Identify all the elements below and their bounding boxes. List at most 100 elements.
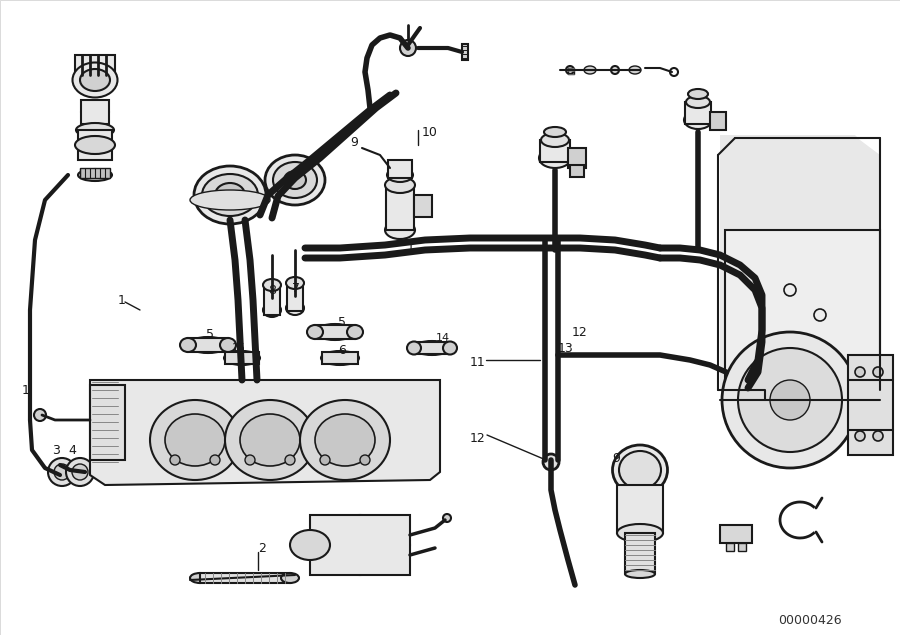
Text: 5: 5 (338, 316, 346, 328)
Ellipse shape (539, 148, 571, 168)
Ellipse shape (73, 62, 118, 98)
Bar (726, 543, 734, 551)
Bar (200, 573, 290, 583)
Text: 2: 2 (258, 542, 265, 554)
Ellipse shape (315, 414, 375, 466)
Circle shape (48, 458, 76, 486)
Circle shape (722, 332, 858, 468)
Circle shape (34, 409, 46, 421)
Ellipse shape (625, 570, 655, 578)
Ellipse shape (566, 66, 574, 74)
Ellipse shape (80, 69, 110, 91)
Ellipse shape (224, 351, 260, 365)
Circle shape (170, 455, 180, 465)
Circle shape (873, 367, 883, 377)
Ellipse shape (263, 303, 281, 317)
Text: 1: 1 (22, 384, 30, 396)
Ellipse shape (286, 277, 304, 289)
Ellipse shape (684, 111, 712, 129)
Ellipse shape (150, 400, 240, 480)
Ellipse shape (629, 66, 641, 74)
Ellipse shape (300, 400, 390, 480)
Ellipse shape (284, 171, 306, 189)
Bar (310, 515, 410, 575)
Ellipse shape (443, 514, 451, 522)
Ellipse shape (187, 337, 229, 353)
Circle shape (855, 367, 865, 377)
Bar (570, 165, 584, 177)
Bar (414, 195, 432, 217)
Ellipse shape (385, 221, 415, 239)
Polygon shape (720, 135, 880, 390)
Bar (738, 543, 746, 551)
Bar (710, 112, 726, 130)
Text: 5: 5 (206, 328, 214, 342)
Ellipse shape (190, 573, 210, 583)
Text: 00000426: 00000426 (778, 614, 842, 627)
Text: 4: 4 (68, 443, 76, 457)
Text: 7: 7 (292, 281, 300, 295)
Ellipse shape (290, 530, 330, 560)
Bar (90, 385, 125, 460)
Text: 15: 15 (232, 343, 246, 353)
Circle shape (54, 464, 70, 480)
Ellipse shape (281, 573, 299, 583)
Ellipse shape (413, 341, 451, 355)
Bar (540, 140, 570, 162)
Circle shape (72, 464, 88, 480)
Polygon shape (90, 380, 440, 485)
Ellipse shape (688, 89, 708, 99)
Text: 13: 13 (558, 342, 574, 354)
Text: 8: 8 (268, 283, 276, 297)
Ellipse shape (240, 414, 300, 466)
Ellipse shape (584, 66, 596, 74)
Circle shape (320, 455, 330, 465)
Circle shape (285, 455, 295, 465)
Ellipse shape (387, 168, 413, 182)
Bar (80, 168, 110, 178)
Bar (287, 283, 303, 311)
Ellipse shape (265, 155, 325, 205)
Ellipse shape (78, 169, 112, 181)
Bar (414, 342, 450, 354)
Ellipse shape (81, 104, 109, 120)
Circle shape (543, 454, 559, 470)
Text: 1: 1 (118, 293, 126, 307)
Bar (685, 102, 711, 124)
Ellipse shape (619, 451, 661, 489)
Circle shape (873, 431, 883, 441)
Polygon shape (725, 230, 880, 390)
Circle shape (855, 431, 865, 441)
Bar (462, 44, 468, 60)
Ellipse shape (75, 136, 115, 154)
Circle shape (360, 455, 370, 465)
Bar (625, 533, 655, 573)
Ellipse shape (541, 133, 569, 147)
Text: 14: 14 (436, 333, 450, 343)
Ellipse shape (686, 96, 710, 108)
Text: 9: 9 (612, 451, 620, 464)
Bar (568, 148, 586, 168)
Ellipse shape (215, 183, 245, 207)
Bar (225, 352, 259, 364)
Bar (386, 185, 414, 230)
Circle shape (66, 458, 94, 486)
Ellipse shape (263, 279, 281, 291)
Ellipse shape (617, 524, 663, 542)
Circle shape (770, 380, 810, 420)
Bar (315, 325, 355, 339)
Ellipse shape (273, 162, 317, 198)
Ellipse shape (611, 66, 619, 74)
Bar (388, 160, 412, 178)
Text: 1: 1 (407, 241, 415, 255)
Bar (78, 130, 112, 160)
Text: 11: 11 (470, 356, 486, 368)
Ellipse shape (385, 177, 415, 193)
Ellipse shape (180, 338, 196, 352)
Bar (720, 525, 752, 543)
Ellipse shape (76, 123, 114, 137)
Text: 12: 12 (572, 326, 588, 338)
Bar (848, 355, 893, 455)
Ellipse shape (321, 351, 359, 365)
Ellipse shape (347, 325, 363, 339)
